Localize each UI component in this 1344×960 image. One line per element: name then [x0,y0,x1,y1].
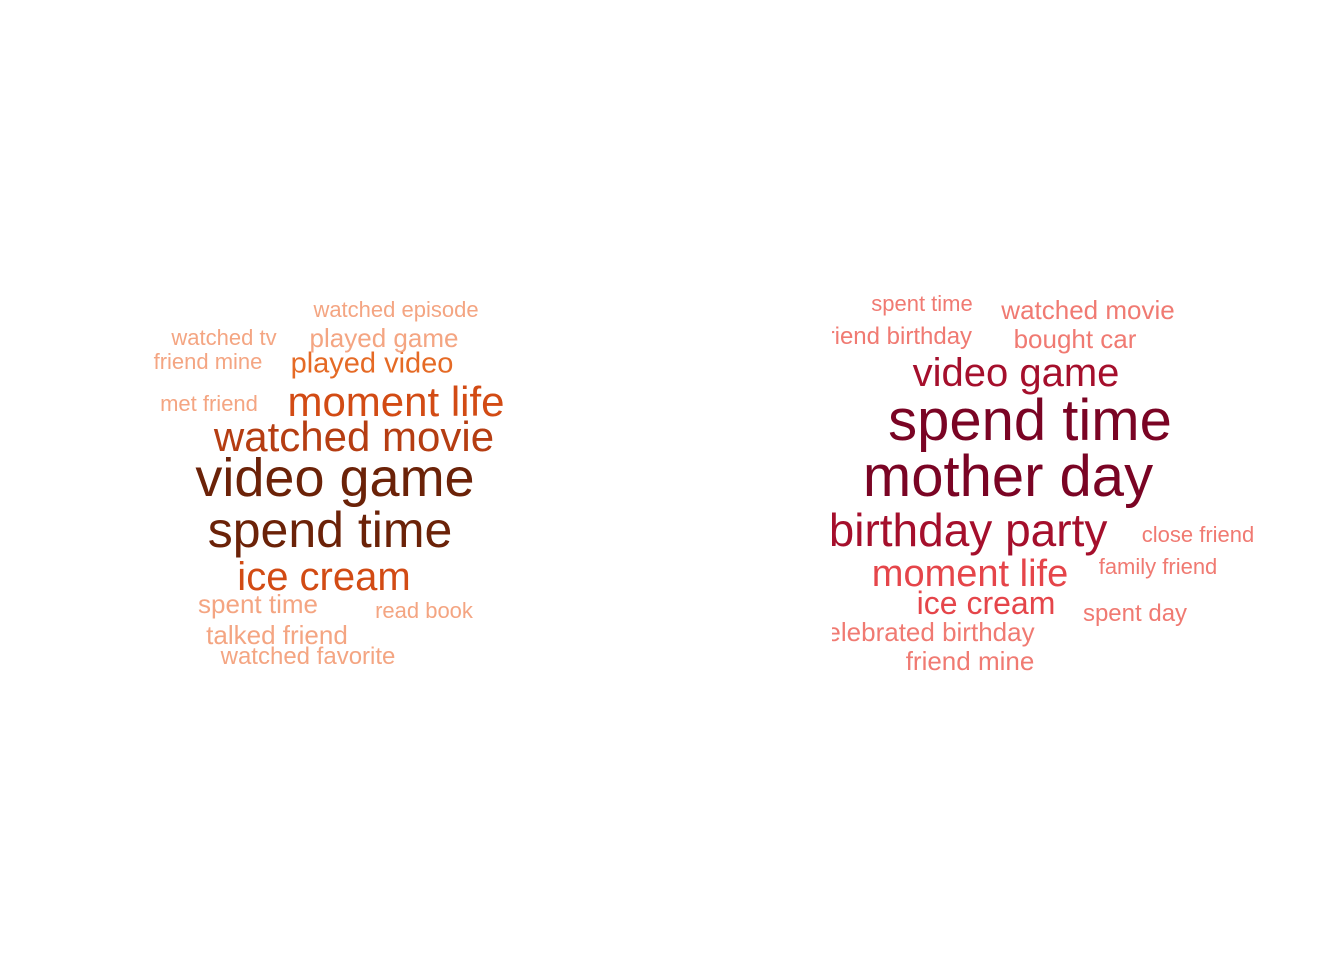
word-right-spend-time: spend time [888,388,1172,453]
word-left-friend-mine: friend mine [153,349,263,374]
word-left-read-book: read book [375,598,473,623]
word-left-watched-tv: watched tv [171,325,277,350]
word-left-watched-movie: watched movie [213,413,495,460]
word-right-close-friend: close friend [1141,522,1255,547]
word-right-friend-mine: friend mine [905,646,1035,676]
word-right-mother-day: mother day [862,444,1154,509]
word-right-friend-birthday: friend birthday [832,323,973,350]
word-right-spent-day: spent day [1082,600,1188,627]
word-right-spent-time: spent time [871,291,973,316]
word-left-played-game: played game [309,323,459,353]
word-left-met-friend: met friend [160,391,258,416]
word-left-spend-time: spend time [207,502,453,558]
word-right-watched-movie: watched movie [1001,295,1175,325]
word-right-video-game: video game [912,351,1120,395]
word-right-birthday-party: birthday party [832,504,1108,556]
word-left-talked-friend: talked friend [206,620,348,650]
word-cloud-left: video game spend time watched movie moment … [153,297,505,670]
word-right-ice-cream: ice cream [916,585,1056,621]
word-left-watched-episode: watched episode [313,297,479,322]
word-right-family-friend: family friend [1098,554,1218,579]
word-right-bought-car: bought car [1013,324,1137,354]
word-left-video-game: video game [195,448,475,508]
word-right-moment-life: moment life [871,553,1069,595]
word-cloud-right: spend time mother day birthday party video … [832,0,1344,960]
word-right-celebrated-birthday: celebrated birthday [832,617,1035,647]
word-left-played-video: played video [290,347,454,380]
word-left-spent-time: spent time [198,589,318,619]
word-left-watched-favorite: watched favorite [220,643,396,670]
word-left-moment-life: moment life [287,378,505,425]
word-left-ice-cream: ice cream [237,555,411,599]
